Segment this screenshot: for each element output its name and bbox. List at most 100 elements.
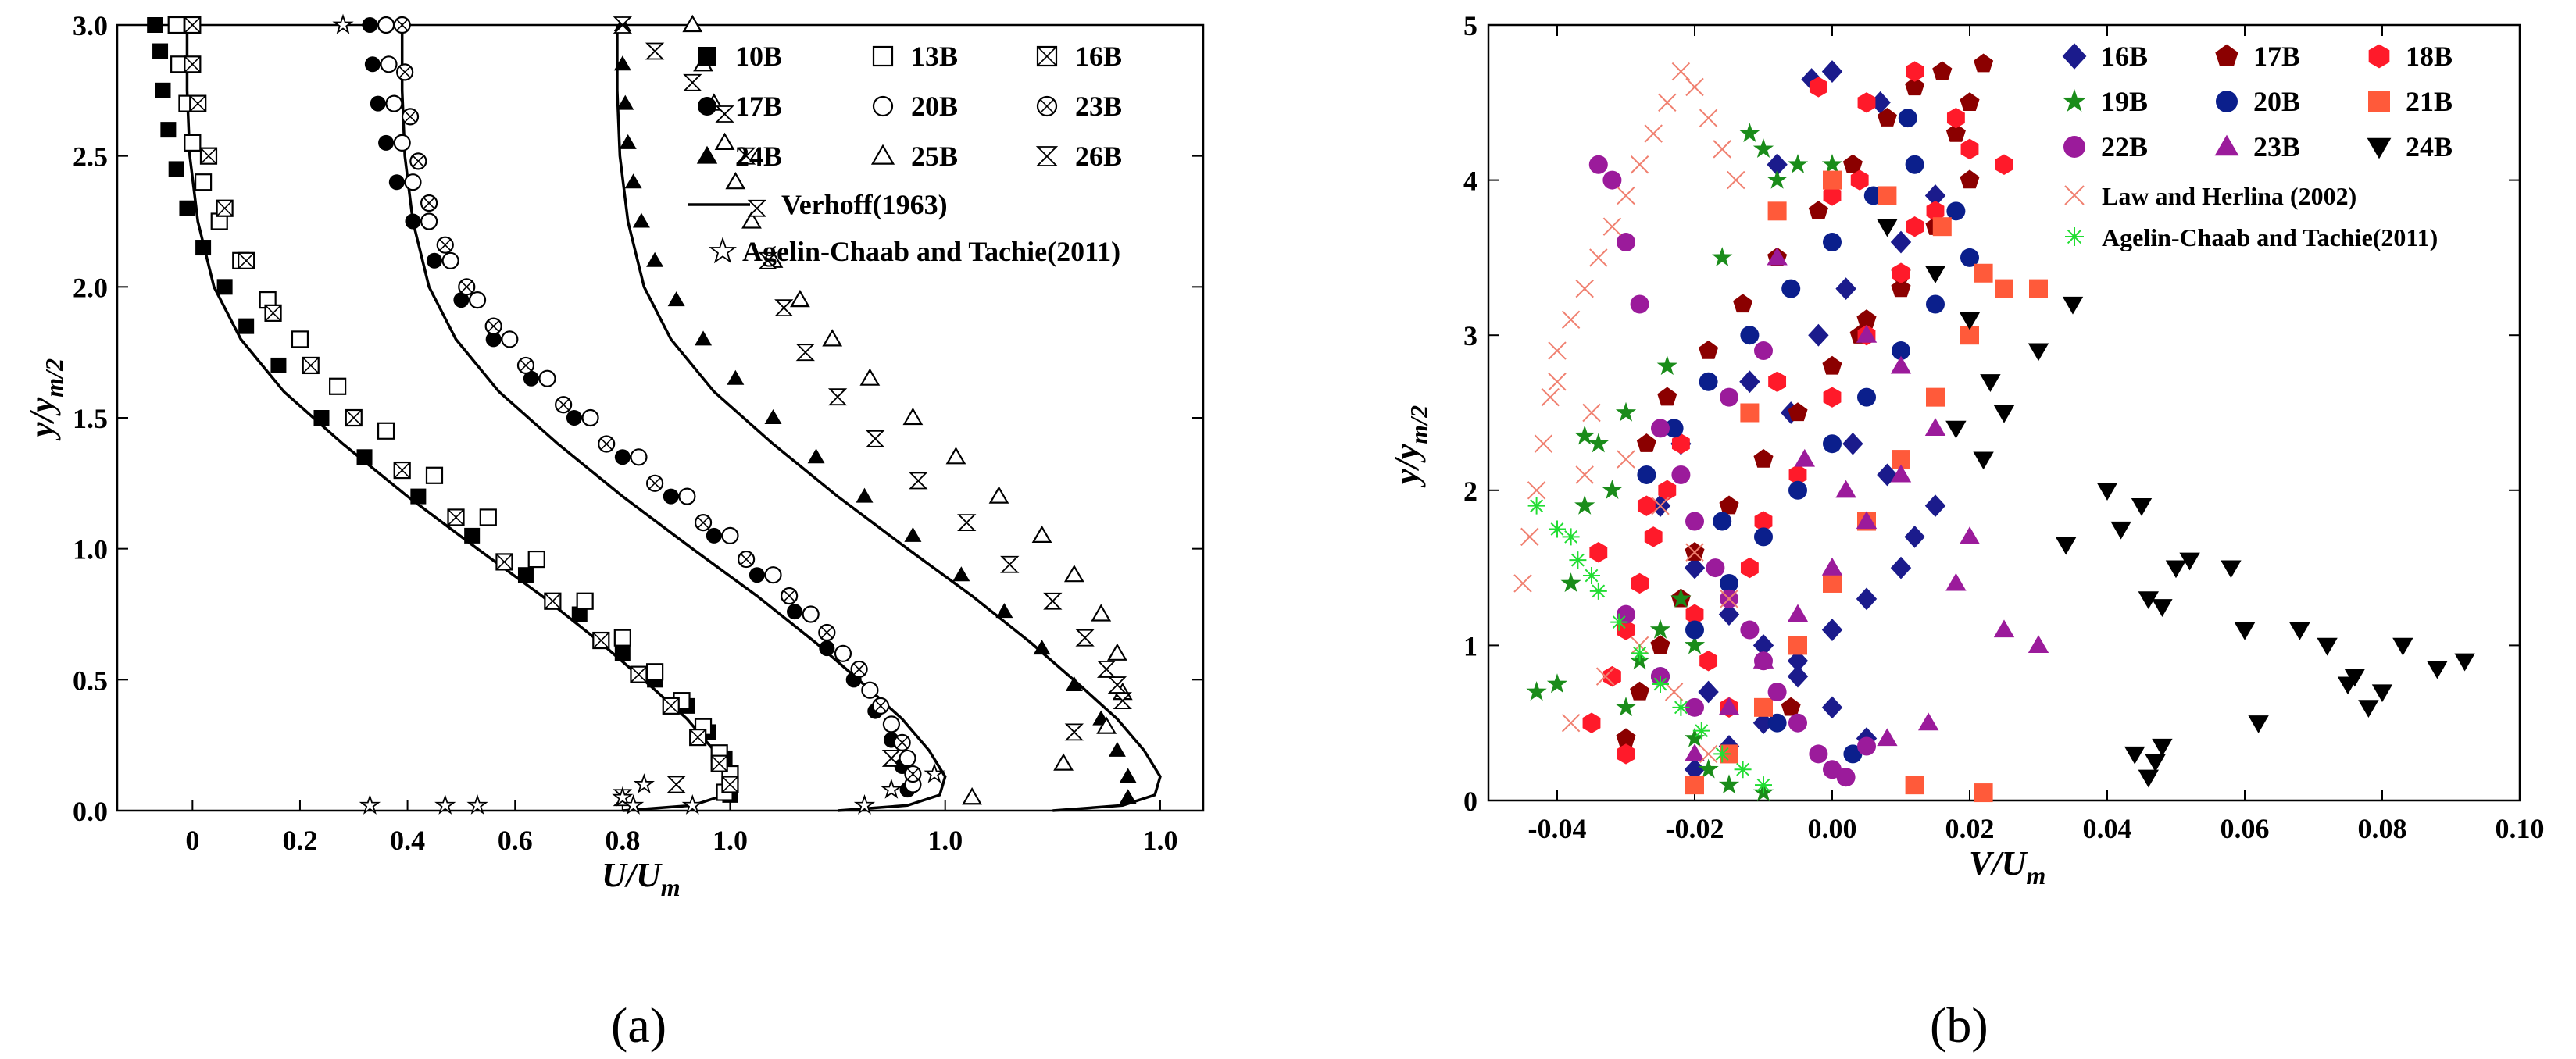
point-24b xyxy=(616,94,634,110)
point-10b xyxy=(614,645,631,661)
point-23b xyxy=(401,108,420,126)
legend-marker-21b xyxy=(2368,91,2390,112)
point-17b xyxy=(1630,681,1650,701)
point-20b xyxy=(1720,573,1738,593)
point-22b xyxy=(1671,465,1691,484)
point-18b xyxy=(1631,572,1649,594)
point-agelin-chaab-and-tachie-2011 xyxy=(359,793,381,815)
point-19b xyxy=(1821,153,1843,173)
verhoff-curve xyxy=(185,25,732,812)
legend-marker-24b xyxy=(2367,137,2392,159)
x-tick-label-b: -0.02 xyxy=(1666,813,1724,844)
point-16b xyxy=(592,631,610,650)
point-21b xyxy=(1878,186,1897,205)
point-19b xyxy=(1588,433,1609,453)
y-tick-label-a: 3.0 xyxy=(73,10,108,41)
point-24b xyxy=(2124,746,2145,765)
point-20b xyxy=(882,715,900,733)
point-agelin-chaab-and-tachie-2011 xyxy=(633,773,655,794)
point-18b xyxy=(1995,154,2013,175)
point-24b xyxy=(2152,599,2173,617)
point-20b xyxy=(538,369,556,387)
point-law-and-herlina-2002 xyxy=(1617,450,1635,469)
point-agelin-chaab-and-tachie-2011 xyxy=(434,793,456,815)
point-16b xyxy=(1924,184,1946,207)
point-16b xyxy=(1924,494,1946,518)
point-16b xyxy=(264,304,282,322)
point-25b xyxy=(822,329,843,347)
legend-label-agelin: Agelin-Chaab and Tachie(2011) xyxy=(742,236,1120,267)
point-17b xyxy=(566,410,582,426)
chart-panel-b: 0 1 2 3 4 5 -0.04 -0.02 0.00 0.02 0.04 0.06 0.08 0.10… xyxy=(1388,10,2545,890)
x-tick-label-a: 0.8 xyxy=(605,825,640,856)
point-17b xyxy=(1974,53,1994,73)
point-19b xyxy=(1526,681,1547,701)
legend-marker-16b xyxy=(2062,43,2087,70)
point-20b xyxy=(1946,201,1966,221)
point-24b xyxy=(2110,521,2131,540)
point-20b xyxy=(1713,512,1732,531)
point-20b xyxy=(404,173,422,191)
point-26b xyxy=(909,472,928,490)
point-26b xyxy=(1064,723,1084,741)
point-24b xyxy=(2248,715,2269,733)
point-24b xyxy=(1973,451,1994,470)
point-13b xyxy=(425,466,444,484)
point-law-and-herlina-2002 xyxy=(1561,713,1581,733)
point-25b xyxy=(714,132,735,150)
point-24b xyxy=(2427,661,2448,679)
point-law-and-herlina-2002 xyxy=(1520,527,1539,547)
point-13b xyxy=(167,16,185,34)
point-16b xyxy=(1684,758,1706,781)
point-25b xyxy=(1091,604,1112,622)
point-24b xyxy=(2062,296,2084,315)
legend-marker-17b xyxy=(2215,44,2238,66)
point-18b xyxy=(1754,511,1773,532)
point-25b xyxy=(945,447,966,465)
y-tick-label-a: 0.5 xyxy=(73,665,108,696)
point-22b xyxy=(1685,697,1704,717)
point-20b xyxy=(630,448,648,466)
y-tick-label-b: 5 xyxy=(1463,10,1477,41)
point-24b xyxy=(1980,374,2001,392)
point-18b xyxy=(1617,743,1635,765)
point-25b xyxy=(682,14,703,33)
point-24b xyxy=(727,369,745,385)
point-23b xyxy=(393,16,411,34)
point-law-and-herlina-2002 xyxy=(1720,590,1738,608)
point-22b xyxy=(1630,294,1649,314)
point-26b xyxy=(866,430,885,447)
point-24b xyxy=(2152,738,2173,757)
point-16b xyxy=(189,94,207,112)
point-agelin-chaab-and-tachie-2011 xyxy=(612,786,634,807)
panel-b-label: (b) xyxy=(1930,997,1988,1053)
point-23b xyxy=(893,733,911,751)
point-23b xyxy=(1718,697,1740,715)
legend-marker-19b xyxy=(2062,88,2087,112)
legend-marker-agelin xyxy=(709,237,737,264)
point-20b xyxy=(1685,620,1704,640)
point-16b xyxy=(544,592,562,610)
point-agelin-chaab-and-tachie-2011 xyxy=(1583,567,1600,585)
plot-frame-b xyxy=(1487,23,2521,802)
point-23b xyxy=(1877,728,1898,747)
point-21b xyxy=(1823,573,1842,593)
point-16b xyxy=(302,356,320,375)
point-24b xyxy=(695,330,713,346)
panel-a-label: (a) xyxy=(611,997,667,1053)
y-tick-label-a: 2.5 xyxy=(73,141,108,173)
point-law-and-herlina-2002 xyxy=(1582,403,1601,423)
point-23b xyxy=(1890,355,1912,374)
point-22b xyxy=(1602,170,1622,190)
legend-marker-22b xyxy=(2063,136,2085,158)
point-law-and-herlina-2002 xyxy=(1527,481,1546,500)
point-16b xyxy=(1752,711,1774,735)
point-21b xyxy=(1974,783,1993,803)
point-16b xyxy=(689,729,707,747)
point-17b xyxy=(1960,169,1980,189)
point-23b xyxy=(781,587,799,605)
point-24b xyxy=(646,251,664,267)
point-16b xyxy=(1870,91,1891,114)
point-agelin-chaab-and-tachie-2011 xyxy=(332,13,354,34)
point-21b xyxy=(1685,776,1704,795)
